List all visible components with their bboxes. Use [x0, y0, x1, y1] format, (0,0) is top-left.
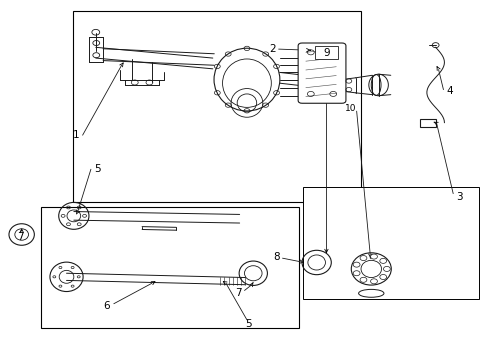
Text: 7: 7 — [17, 232, 23, 242]
Circle shape — [379, 274, 386, 279]
Circle shape — [370, 254, 377, 259]
Text: 3: 3 — [455, 192, 462, 202]
FancyBboxPatch shape — [303, 187, 478, 299]
Circle shape — [379, 258, 386, 264]
FancyBboxPatch shape — [298, 43, 345, 103]
Circle shape — [383, 266, 389, 271]
Text: 10: 10 — [345, 104, 356, 113]
Text: 2: 2 — [269, 44, 276, 54]
FancyBboxPatch shape — [315, 46, 337, 59]
Text: 9: 9 — [323, 48, 329, 58]
Text: 8: 8 — [272, 252, 279, 262]
Circle shape — [370, 279, 377, 284]
Text: 4: 4 — [445, 86, 452, 96]
Text: 7: 7 — [235, 288, 242, 298]
Circle shape — [359, 256, 366, 261]
FancyBboxPatch shape — [73, 12, 360, 202]
Circle shape — [352, 262, 359, 267]
Text: 6: 6 — [103, 301, 110, 311]
Text: 9: 9 — [323, 48, 329, 58]
FancyBboxPatch shape — [419, 119, 435, 127]
Text: 5: 5 — [244, 319, 251, 329]
Circle shape — [352, 271, 359, 276]
Text: 1: 1 — [73, 130, 80, 140]
Circle shape — [359, 277, 366, 282]
FancyBboxPatch shape — [41, 207, 299, 328]
Text: 5: 5 — [94, 163, 101, 174]
